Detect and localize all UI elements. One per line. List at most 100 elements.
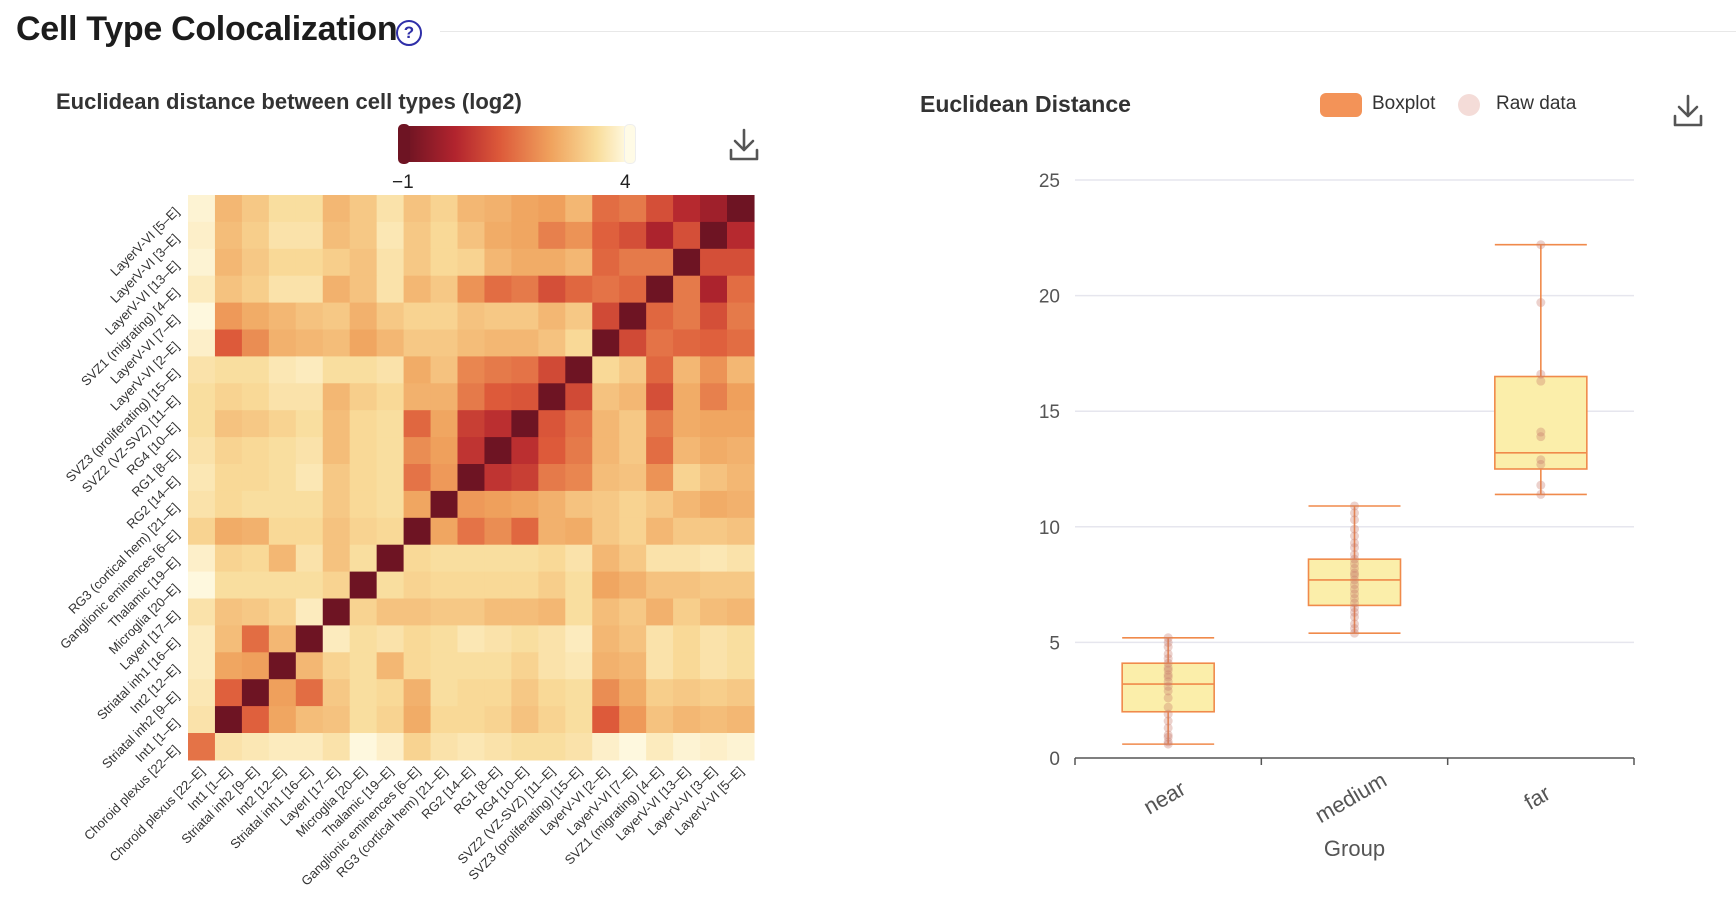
heatmap-cell[interactable] xyxy=(592,329,620,358)
heatmap-cell[interactable] xyxy=(188,437,216,465)
heatmap-cell[interactable] xyxy=(430,356,459,384)
heatmap-cell[interactable] xyxy=(214,598,243,627)
heatmap-cell[interactable] xyxy=(214,248,243,277)
heatmap-cell[interactable] xyxy=(430,706,459,734)
heatmap-cell[interactable] xyxy=(700,464,728,492)
heatmap-cell[interactable] xyxy=(619,302,647,331)
heatmap-cell[interactable] xyxy=(322,383,351,411)
heatmap-cell[interactable] xyxy=(565,383,593,411)
heatmap-cell[interactable] xyxy=(241,598,270,627)
heatmap-cell[interactable] xyxy=(322,329,351,358)
raw-data-point[interactable] xyxy=(1350,612,1359,622)
heatmap-cell[interactable] xyxy=(349,329,378,358)
heatmap-cell[interactable] xyxy=(214,195,243,223)
heatmap-cell[interactable] xyxy=(349,490,378,519)
heatmap-cell[interactable] xyxy=(511,571,539,600)
heatmap-cell[interactable] xyxy=(322,195,351,223)
raw-data-point[interactable] xyxy=(1536,489,1546,499)
heatmap-cell[interactable] xyxy=(619,517,647,546)
heatmap-cell[interactable] xyxy=(727,517,755,546)
heatmap-cell[interactable] xyxy=(565,679,593,707)
raw-data-point[interactable] xyxy=(1350,563,1359,573)
heatmap-cell[interactable] xyxy=(646,464,674,492)
raw-data-point[interactable] xyxy=(1163,642,1173,652)
heatmap-cell[interactable] xyxy=(619,598,647,627)
heatmap-cell[interactable] xyxy=(376,517,405,546)
heatmap-cell[interactable] xyxy=(295,464,324,492)
heatmap-cell[interactable] xyxy=(673,706,701,734)
raw-data-point[interactable] xyxy=(1350,589,1359,599)
heatmap-cell[interactable] xyxy=(349,248,378,277)
heatmap-cell[interactable] xyxy=(565,490,593,519)
heatmap-cell[interactable] xyxy=(619,383,647,411)
raw-data-point[interactable] xyxy=(1163,716,1173,726)
heatmap-cell[interactable] xyxy=(484,464,512,492)
heatmap-cell[interactable] xyxy=(322,598,351,627)
heatmap-cell[interactable] xyxy=(592,195,620,223)
heatmap-cell[interactable] xyxy=(457,598,486,627)
raw-data-point[interactable] xyxy=(1350,508,1359,518)
heatmap-cell[interactable] xyxy=(403,383,432,411)
heatmap-cell[interactable] xyxy=(430,248,459,277)
heatmap-cell[interactable] xyxy=(484,195,512,223)
heatmap-cell[interactable] xyxy=(322,625,351,653)
heatmap-cell[interactable] xyxy=(214,383,243,411)
heatmap-cell[interactable] xyxy=(538,195,566,223)
heatmap-cell[interactable] xyxy=(430,464,459,492)
heatmap-cell[interactable] xyxy=(214,356,243,384)
heatmap-cell[interactable] xyxy=(322,706,351,734)
heatmap-cell[interactable] xyxy=(430,544,459,573)
raw-data-point[interactable] xyxy=(1163,677,1173,687)
heatmap-cell[interactable] xyxy=(403,329,432,358)
heatmap-cell[interactable] xyxy=(457,195,486,223)
heatmap-cell[interactable] xyxy=(565,544,593,573)
heatmap-cell[interactable] xyxy=(322,464,351,492)
raw-data-point[interactable] xyxy=(1163,670,1173,680)
heatmap-cell[interactable] xyxy=(268,275,297,304)
heatmap-cell[interactable] xyxy=(619,275,647,304)
heatmap-cell[interactable] xyxy=(646,221,674,250)
heatmap-cell[interactable] xyxy=(592,302,620,331)
heatmap-cell[interactable] xyxy=(430,571,459,600)
heatmap-cell[interactable] xyxy=(538,706,566,734)
raw-data-point[interactable] xyxy=(1350,559,1359,569)
raw-data-point[interactable] xyxy=(1163,732,1173,742)
heatmap-cell[interactable] xyxy=(403,571,432,600)
heatmap-cell[interactable] xyxy=(241,383,270,411)
heatmap-cell[interactable] xyxy=(727,625,755,653)
heatmap-cell[interactable] xyxy=(565,195,593,223)
raw-data-point[interactable] xyxy=(1350,543,1359,553)
heatmap-cell[interactable] xyxy=(484,437,512,465)
heatmap-cell[interactable] xyxy=(214,706,243,734)
heatmap-cell[interactable] xyxy=(268,195,297,223)
heatmap-cell[interactable] xyxy=(592,383,620,411)
heatmap-cell[interactable] xyxy=(592,248,620,277)
heatmap-cell[interactable] xyxy=(646,302,674,331)
heatmap-cell[interactable] xyxy=(673,248,701,277)
heatmap-cell[interactable] xyxy=(484,383,512,411)
heatmap-cell[interactable] xyxy=(484,571,512,600)
heatmap-cell[interactable] xyxy=(484,356,512,384)
heatmap-cell[interactable] xyxy=(430,302,459,331)
raw-data-point[interactable] xyxy=(1536,427,1546,437)
heatmap-cell[interactable] xyxy=(619,652,647,680)
heatmap-cell[interactable] xyxy=(484,410,512,438)
heatmap-cell[interactable] xyxy=(619,195,647,223)
heatmap-cell[interactable] xyxy=(673,221,701,250)
raw-data-point[interactable] xyxy=(1163,658,1173,668)
heatmap-cell[interactable] xyxy=(592,275,620,304)
heatmap-cell[interactable] xyxy=(241,517,270,546)
raw-data-point[interactable] xyxy=(1536,480,1546,490)
raw-data-point[interactable] xyxy=(1350,580,1359,590)
heatmap-cell[interactable] xyxy=(268,652,297,680)
heatmap-cell[interactable] xyxy=(700,679,728,707)
heatmap-cell[interactable] xyxy=(188,517,216,546)
legend-rawdata-label[interactable]: Raw data xyxy=(1496,93,1577,114)
heatmap-cell[interactable] xyxy=(430,383,459,411)
heatmap-cell[interactable] xyxy=(592,652,620,680)
raw-data-point[interactable] xyxy=(1350,628,1359,638)
heatmap-cell[interactable] xyxy=(511,733,539,761)
heatmap-cell[interactable] xyxy=(349,625,378,653)
heatmap-cell[interactable] xyxy=(214,733,243,761)
heatmap-cell[interactable] xyxy=(484,248,512,277)
